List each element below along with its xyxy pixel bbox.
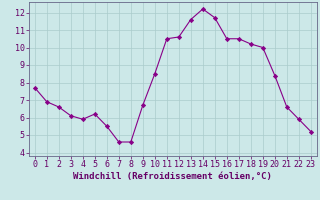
X-axis label: Windchill (Refroidissement éolien,°C): Windchill (Refroidissement éolien,°C) — [73, 172, 272, 181]
